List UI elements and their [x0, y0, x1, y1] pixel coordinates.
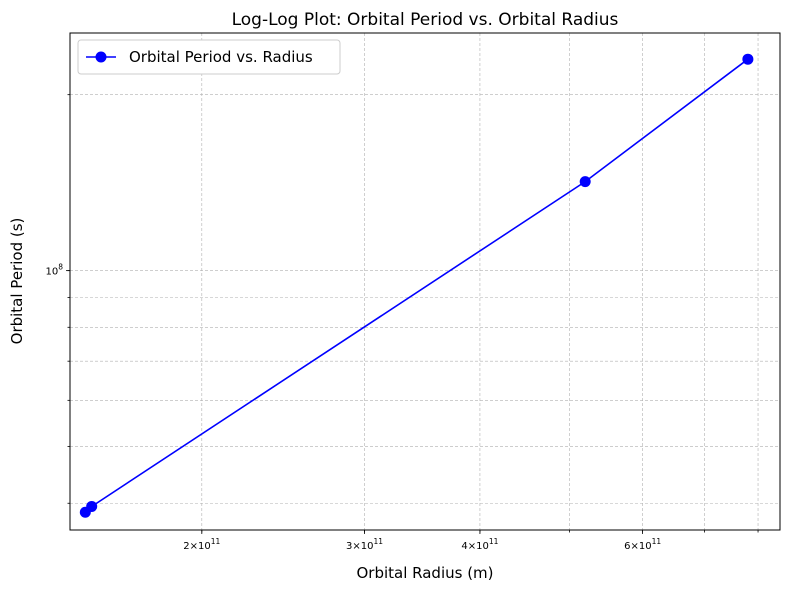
data-point [742, 53, 754, 65]
data-point [579, 176, 591, 188]
legend-label: Orbital Period vs. Radius [129, 48, 313, 66]
legend-box [77, 39, 341, 75]
y-tick-label: 108 [45, 263, 63, 278]
data-point [86, 500, 98, 512]
legend: Orbital Period vs. Radius [77, 39, 341, 75]
x-axis-label: Orbital Radius (m) [356, 564, 493, 582]
series-layer [79, 53, 754, 518]
legend-marker [95, 51, 107, 63]
plot-frame [69, 32, 781, 531]
grid [70, 33, 780, 530]
x-tick-label: 4×1011 [461, 537, 498, 552]
plot-area [70, 33, 780, 530]
chart-title: Log-Log Plot: Orbital Period vs. Orbital… [232, 10, 619, 30]
x-tick-label: 6×1011 [624, 537, 661, 552]
x-tick-label: 3×1011 [346, 537, 383, 552]
ticks: 2×1011 3×1011 4×1011 6×1011 108 [45, 94, 759, 552]
x-tick-label: 2×1011 [183, 537, 220, 552]
y-axis-label: Orbital Period (s) [8, 218, 26, 345]
